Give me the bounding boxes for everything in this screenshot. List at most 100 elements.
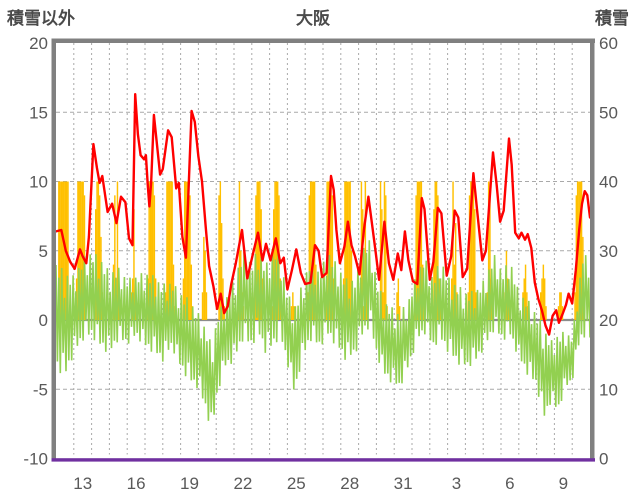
sunshine-bar xyxy=(273,209,275,320)
sunshine-bar xyxy=(219,181,222,320)
sunshine-bar xyxy=(329,181,331,320)
sunshine-bar xyxy=(308,195,311,320)
sunshine-bar xyxy=(171,181,173,320)
sunshine-bar xyxy=(58,181,60,320)
sunshine-bar xyxy=(63,181,65,320)
sunshine-bar xyxy=(468,195,471,320)
sunshine-bar xyxy=(415,195,417,320)
sunshine-bar xyxy=(205,292,208,320)
sunshine-bar xyxy=(220,223,223,320)
sunshine-bar xyxy=(349,181,351,320)
sunshine-bar xyxy=(385,195,387,320)
sunshine-bar xyxy=(472,181,475,320)
x-axis-tick-label: 16 xyxy=(127,474,146,493)
sunshine-bar xyxy=(238,181,241,320)
sunshine-bar xyxy=(489,195,491,320)
sunshine-bar xyxy=(474,209,476,320)
sunshine-bar xyxy=(381,209,383,320)
sunshine-bar xyxy=(170,181,172,320)
sunshine-bar xyxy=(222,278,224,320)
x-axis-tick-label: 13 xyxy=(73,474,92,493)
right-axis-tick-label: 30 xyxy=(599,242,618,261)
left-axis-tick-label: 20 xyxy=(29,34,48,53)
sunshine-bar xyxy=(379,181,382,320)
sunshine-bar xyxy=(60,181,63,320)
sunshine-bar xyxy=(62,181,64,320)
sunshine-bar xyxy=(396,292,398,320)
sunshine-bar xyxy=(348,181,350,320)
chart-border-top xyxy=(51,38,595,43)
sunshine-bar xyxy=(435,181,438,320)
right-axis-tick-label: 0 xyxy=(599,450,608,469)
sunshine-bar xyxy=(187,181,190,320)
sunshine-bar xyxy=(574,292,576,320)
sunshine-bar xyxy=(578,181,580,320)
sunshine-bar xyxy=(397,278,400,320)
sunshine-bar xyxy=(218,195,220,320)
sunshine-bar xyxy=(524,264,527,320)
left-axis-tick-label: 10 xyxy=(29,173,48,192)
sunshine-bar xyxy=(475,292,477,320)
sunshine-bar xyxy=(203,236,205,320)
sunshine-bar xyxy=(383,181,386,320)
right-axis-title: 積雪 xyxy=(595,9,629,28)
sunshine-bar xyxy=(182,278,185,320)
sunshine-bar xyxy=(487,181,490,320)
sunshine-bar xyxy=(204,250,206,320)
sunshine-bar xyxy=(454,223,457,320)
sunshine-bar xyxy=(81,181,83,320)
sunshine-bar xyxy=(114,195,116,320)
sunshine-bar xyxy=(257,181,260,320)
sunshine-bar xyxy=(189,195,191,320)
left-axis-title: 積雪以外 xyxy=(7,9,75,28)
sunshine-bar xyxy=(118,292,120,320)
sunshine-bar xyxy=(545,306,547,320)
sunshine-bar xyxy=(420,181,423,320)
left-axis-tick-label: 0 xyxy=(39,311,48,330)
chart-border-right xyxy=(590,38,595,462)
sunshine-bar xyxy=(580,181,583,320)
x-axis-tick-label: 6 xyxy=(505,474,514,493)
x-axis-tick-label: 22 xyxy=(233,474,252,493)
sunshine-bar xyxy=(275,181,278,320)
sunshine-bar xyxy=(290,306,293,320)
sunshine-bar xyxy=(116,181,119,320)
sunshine-bar xyxy=(344,181,346,320)
sunshine-bar xyxy=(311,181,313,320)
sunshine-bar xyxy=(201,292,204,320)
sunshine-bar xyxy=(382,292,384,320)
left-axis-tick-label: -10 xyxy=(23,450,48,469)
sunshine-bar xyxy=(346,181,349,320)
sunshine-bar xyxy=(293,306,295,320)
sunshine-bar xyxy=(164,292,167,320)
sunshine-bar xyxy=(437,195,439,320)
sunshine-bar xyxy=(542,264,545,320)
chart-border-left xyxy=(51,38,56,462)
sunshine-bar xyxy=(523,278,525,320)
sunshine-bar xyxy=(331,195,334,320)
sunshine-bar xyxy=(59,181,61,320)
sunshine-bar xyxy=(98,195,101,320)
sunshine-bar xyxy=(543,278,546,320)
sunshine-bar xyxy=(256,181,258,320)
right-axis-tick-label: 60 xyxy=(599,34,618,53)
x-axis-tick-label: 25 xyxy=(287,474,306,493)
sunshine-bar xyxy=(486,292,489,320)
sunshine-bar xyxy=(77,181,79,320)
left-axis-tick-label: 15 xyxy=(29,103,48,122)
green-series-line xyxy=(55,240,591,421)
x-axis-tick-label: 9 xyxy=(559,474,568,493)
x-axis-tick-label: 31 xyxy=(394,474,413,493)
left-axis-tick-label: 5 xyxy=(39,242,48,261)
sunshine-bar xyxy=(151,181,153,320)
left-axis-tick-label: -5 xyxy=(33,380,48,399)
sunshine-bar xyxy=(153,195,156,320)
chart-title: 大阪 xyxy=(296,9,330,28)
sunshine-bar xyxy=(96,181,98,320)
x-axis-tick-label: 19 xyxy=(180,474,199,493)
sunshine-bar xyxy=(541,278,543,320)
right-axis-tick-label: 10 xyxy=(599,380,618,399)
sunshine-bar xyxy=(67,181,69,320)
